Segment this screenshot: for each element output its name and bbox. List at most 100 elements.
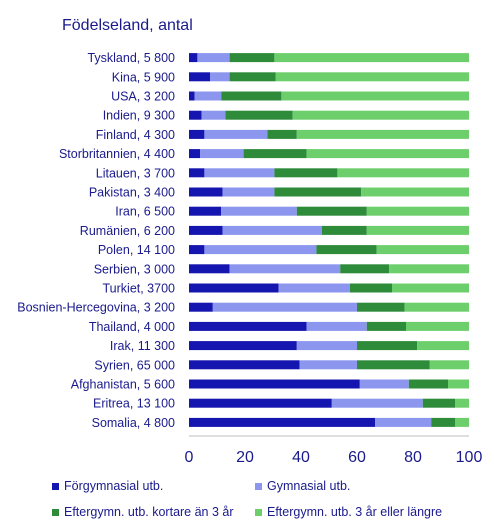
category-label: Indien, 9 300 <box>103 109 175 123</box>
category-label: Polen, 14 100 <box>98 243 175 257</box>
category-label: Storbritannien, 4 400 <box>59 147 175 161</box>
bar-segment-series-4 <box>404 302 469 312</box>
bar-segment-series-2 <box>278 283 350 293</box>
bar-segment-series-1 <box>189 225 223 235</box>
legend-label: Eftergymn. utb. 3 år eller längre <box>267 505 442 519</box>
bar-segment-series-2 <box>306 321 367 331</box>
category-label: Finland, 4 300 <box>96 128 175 142</box>
bar-segment-series-4 <box>361 187 469 197</box>
bar-segment-series-1 <box>189 110 202 120</box>
bar-segment-series-1 <box>189 321 307 331</box>
bar-segment-series-4 <box>448 379 469 389</box>
bar-segment-series-4 <box>376 245 469 255</box>
bar-segment-series-3 <box>296 206 367 216</box>
bar-segment-series-3 <box>340 264 390 274</box>
x-tick-label: 100 <box>456 449 483 466</box>
category-label: Iran, 6 500 <box>115 205 175 219</box>
bar-segment-series-1 <box>189 168 205 178</box>
bar-segment-series-1 <box>189 417 376 427</box>
bar-segment-series-3 <box>350 283 392 293</box>
bar-segment-series-1 <box>189 283 279 293</box>
bar-segment-series-3 <box>274 168 338 178</box>
category-label: Litauen, 3 700 <box>96 166 175 180</box>
bar-segment-series-1 <box>189 187 223 197</box>
legend-swatch <box>255 483 262 490</box>
bar-segment-series-3 <box>366 321 406 331</box>
bar-segment-series-1 <box>189 302 213 312</box>
category-label: Syrien, 65 000 <box>94 358 175 372</box>
bar-segment-series-4 <box>392 283 469 293</box>
bar-segment-series-2 <box>204 129 268 139</box>
category-label: Eritrea, 13 100 <box>93 397 175 411</box>
bar-segment-series-1 <box>189 379 360 389</box>
bar-segment-series-1 <box>189 129 205 139</box>
category-label: Pakistan, 3 400 <box>89 186 175 200</box>
bar-segment-series-4 <box>275 72 469 82</box>
category-label: Bosnien-Hercegovina, 3 200 <box>17 301 175 315</box>
bar-segment-series-2 <box>296 341 357 351</box>
legend-swatch <box>52 509 59 516</box>
x-tick-label: 60 <box>348 449 366 466</box>
bar-segment-series-2 <box>210 72 230 82</box>
legend-label: Eftergymn. utb. kortare än 3 år <box>64 505 234 519</box>
bar-segment-series-3 <box>267 129 297 139</box>
x-tick-label: 0 <box>185 449 194 466</box>
bar-segment-series-4 <box>337 168 469 178</box>
category-label: Rumänien, 6 200 <box>80 224 175 238</box>
bars-group <box>189 53 469 427</box>
category-label: Turkiet, 3700 <box>103 282 176 296</box>
bar-segment-series-4 <box>429 360 469 370</box>
bar-segment-series-2 <box>204 168 275 178</box>
category-label: Irak, 11 300 <box>110 339 175 353</box>
bar-segment-series-1 <box>189 398 332 408</box>
bar-segment-series-3 <box>322 225 367 235</box>
bar-segment-series-4 <box>366 225 469 235</box>
bar-segment-series-2 <box>359 379 409 389</box>
bar-segment-series-3 <box>243 149 307 159</box>
bar-segment-series-4 <box>389 264 469 274</box>
bar-segment-series-2 <box>221 206 297 216</box>
bar-segment-series-2 <box>222 225 322 235</box>
bar-segment-series-3 <box>422 398 455 408</box>
bar-segment-series-4 <box>455 398 469 408</box>
bar-segment-series-2 <box>375 417 432 427</box>
category-label: Somalia, 4 800 <box>92 416 175 430</box>
bar-segment-series-1 <box>189 245 205 255</box>
bar-segment-series-3 <box>229 72 276 82</box>
bar-segment-series-1 <box>189 360 300 370</box>
bar-segment-series-2 <box>229 264 341 274</box>
bar-segment-series-1 <box>189 206 222 216</box>
bar-segment-series-1 <box>189 53 198 63</box>
chart-title: Födelseland, antal <box>62 17 193 34</box>
bar-segment-series-1 <box>189 341 297 351</box>
x-tick-label: 80 <box>404 449 422 466</box>
category-labels: Tyskland, 5 800 Kina, 5 900 USA, 3 200 Indi… <box>17 51 175 430</box>
legend: Förgymnasial utb. Gymnasial utb. Eftergymn… <box>52 479 442 519</box>
category-label: Afghanistan, 5 600 <box>71 378 175 392</box>
bar-segment-series-3 <box>408 379 448 389</box>
bar-segment-series-4 <box>281 91 469 101</box>
legend-label: Förgymnasial utb. <box>64 479 163 493</box>
category-label: Kina, 5 900 <box>112 70 175 84</box>
bar-segment-series-3 <box>225 110 293 120</box>
category-label: USA, 3 200 <box>111 90 175 104</box>
bar-segment-series-1 <box>189 91 195 101</box>
legend-label: Gymnasial utb. <box>267 479 350 493</box>
bar-segment-series-3 <box>357 360 430 370</box>
category-label: Tyskland, 5 800 <box>87 51 175 65</box>
bar-segment-series-2 <box>204 245 317 255</box>
bar-segment-series-3 <box>316 245 377 255</box>
bar-segment-series-2 <box>201 110 226 120</box>
bar-segment-series-4 <box>274 53 469 63</box>
x-tick-labels: 0 20 40 60 80 100 <box>185 449 483 466</box>
bar-segment-series-4 <box>306 149 469 159</box>
x-tick-label: 20 <box>236 449 254 466</box>
x-tick-label: 40 <box>292 449 310 466</box>
bar-segment-series-3 <box>221 91 282 101</box>
bar-segment-series-3 <box>229 53 275 63</box>
category-label: Serbien, 3 000 <box>94 262 175 276</box>
bar-segment-series-1 <box>189 72 210 82</box>
bar-segment-series-2 <box>194 91 222 101</box>
bar-segment-series-2 <box>331 398 423 408</box>
bar-segment-series-4 <box>417 341 469 351</box>
